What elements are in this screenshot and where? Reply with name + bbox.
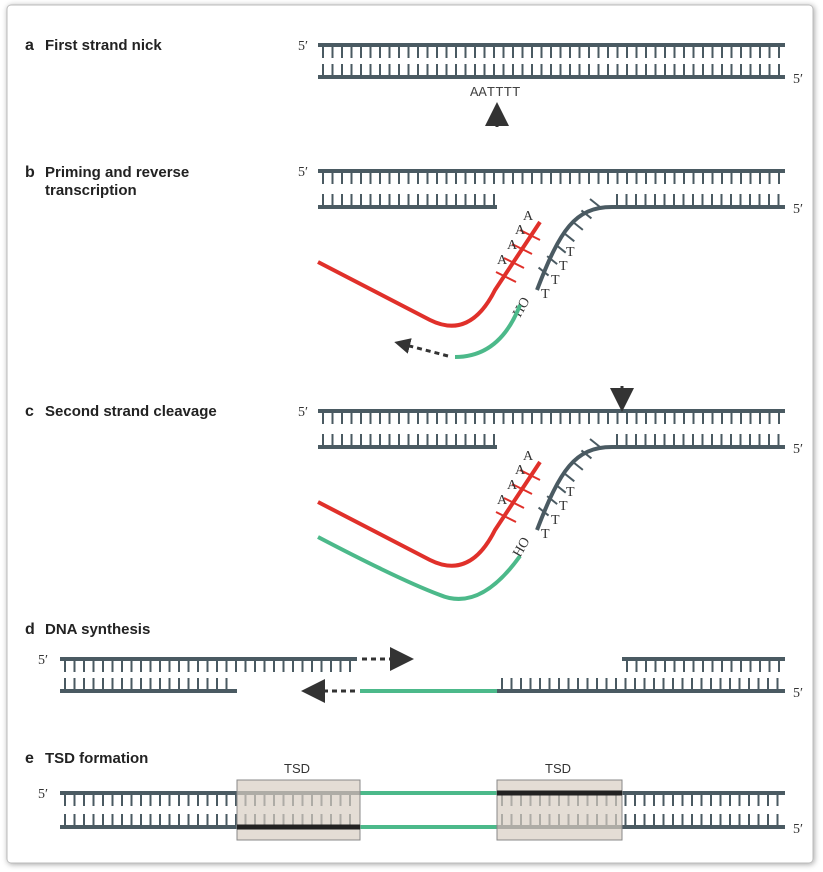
panel-letter: d: [25, 621, 35, 638]
base: A: [515, 223, 526, 238]
panel-title: Priming and reverse: [45, 164, 189, 181]
base: T: [559, 259, 568, 274]
base: T: [541, 527, 550, 542]
label: 5′: [298, 405, 308, 420]
base: A: [507, 478, 518, 493]
base: A: [523, 449, 534, 464]
panel-title: DNA synthesis: [45, 621, 150, 638]
label: 5′: [298, 165, 308, 180]
label: 5′: [38, 787, 48, 802]
base: A: [523, 209, 534, 224]
label: 5′: [298, 39, 308, 54]
label: 5′: [793, 202, 803, 217]
base: A: [515, 463, 526, 478]
tsd-box: [237, 780, 360, 840]
base: A: [497, 253, 508, 268]
diagram: a First strand nick b Priming and reversetr…: [0, 0, 823, 872]
label: 5′: [793, 72, 803, 87]
base: A: [507, 238, 518, 253]
label: 5′: [38, 653, 48, 668]
panel-title: Second strand cleavage: [45, 403, 217, 420]
label: 5′: [793, 442, 803, 457]
base: T: [566, 245, 575, 260]
base: T: [551, 513, 560, 528]
base: T: [566, 485, 575, 500]
tsd-label: TSD: [545, 761, 571, 776]
label: 5′: [793, 686, 803, 701]
sequence: AATTTT: [470, 85, 520, 101]
panel-letter: b: [25, 164, 35, 181]
label: 5′: [793, 822, 803, 837]
base: T: [551, 273, 560, 288]
panel-letter: e: [25, 750, 34, 767]
panel-title: TSD formation: [45, 750, 148, 767]
panel-title: transcription: [45, 182, 137, 199]
base: T: [559, 499, 568, 514]
tsd-box: [497, 780, 622, 840]
tsd-label: TSD: [284, 761, 310, 776]
base: A: [497, 493, 508, 508]
base: T: [541, 287, 550, 302]
panel-letter: c: [25, 403, 34, 420]
panel-title: First strand nick: [45, 37, 162, 54]
panel-letter: a: [25, 37, 34, 54]
